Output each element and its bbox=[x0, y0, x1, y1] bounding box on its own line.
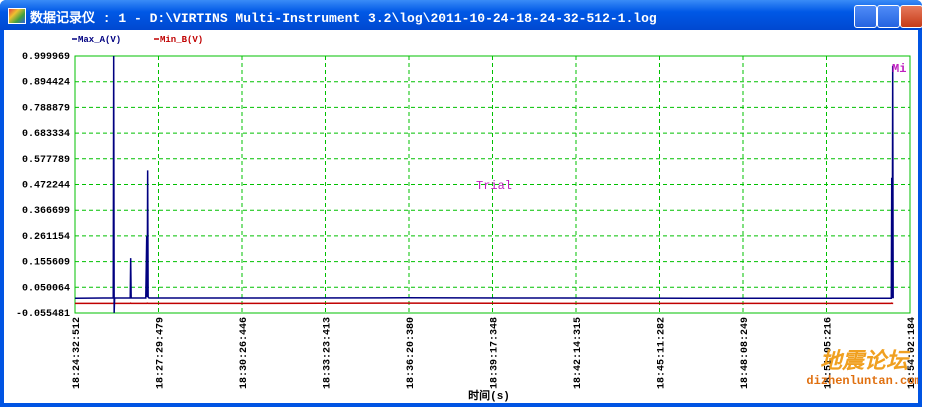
x-tick-label: 18:48:08:249 bbox=[740, 317, 751, 389]
close-button[interactable] bbox=[900, 5, 923, 28]
y-tick-label: 0.894424 bbox=[22, 78, 70, 89]
legend-label: Min_B(V) bbox=[160, 35, 203, 45]
y-tick-label: 0.577789 bbox=[22, 155, 70, 166]
title-bar: 数据记录仪 : 1 - D:\VIRTINS Multi-Instrument … bbox=[0, 0, 923, 30]
x-tick-label: 18:45:11:282 bbox=[656, 317, 667, 389]
y-tick-label: 0.261154 bbox=[22, 232, 70, 243]
x-tick-label: 18:30:26:446 bbox=[239, 317, 250, 389]
chart: 0.999969 0.894424 0.788879 0.683334 0.577789… bbox=[16, 35, 922, 403]
watermark-url: dizhenluntan.com bbox=[806, 374, 918, 388]
x-tick-label: 18:42:14:315 bbox=[573, 317, 584, 389]
y-tick-label: -0.055481 bbox=[16, 309, 70, 320]
x-tick-label: 18:54:02:184 bbox=[907, 317, 918, 389]
y-tick-label: 0.683334 bbox=[22, 129, 70, 140]
client-area: 0.999969 0.894424 0.788879 0.683334 0.577789… bbox=[4, 30, 922, 403]
x-tick-label: 18:27:29:479 bbox=[155, 317, 166, 389]
x-axis-label: 时间(s) bbox=[468, 388, 510, 403]
x-tick-label: 18:24:32:512 bbox=[72, 317, 83, 389]
annotation: Mi bbox=[892, 62, 906, 76]
y-tick-label: 0.788879 bbox=[22, 103, 70, 114]
minimize-button[interactable] bbox=[854, 5, 877, 28]
y-tick-label: 0.050064 bbox=[22, 283, 70, 294]
window-title: 数据记录仪 : 1 - D:\VIRTINS Multi-Instrument … bbox=[30, 11, 657, 26]
y-tick-label: 0.155609 bbox=[22, 258, 70, 269]
x-tick-label: 18:33:23:413 bbox=[322, 317, 333, 389]
x-tick-label: 18:39:17:348 bbox=[490, 317, 501, 389]
annotation: Trial bbox=[476, 179, 512, 193]
x-tick-label: 18:51:05:216 bbox=[823, 317, 834, 389]
y-tick-label: 0.366699 bbox=[22, 206, 70, 217]
legend-label: Max_A(V) bbox=[78, 35, 121, 45]
app-icon bbox=[8, 8, 26, 24]
y-tick-label: 0.999969 bbox=[22, 52, 70, 63]
data-line bbox=[74, 55, 894, 313]
x-tick-label: 18:36:20:380 bbox=[406, 317, 417, 389]
watermark: 地震论坛 bbox=[820, 349, 911, 375]
maximize-button[interactable] bbox=[877, 5, 900, 28]
y-tick-label: 0.472244 bbox=[22, 181, 70, 192]
